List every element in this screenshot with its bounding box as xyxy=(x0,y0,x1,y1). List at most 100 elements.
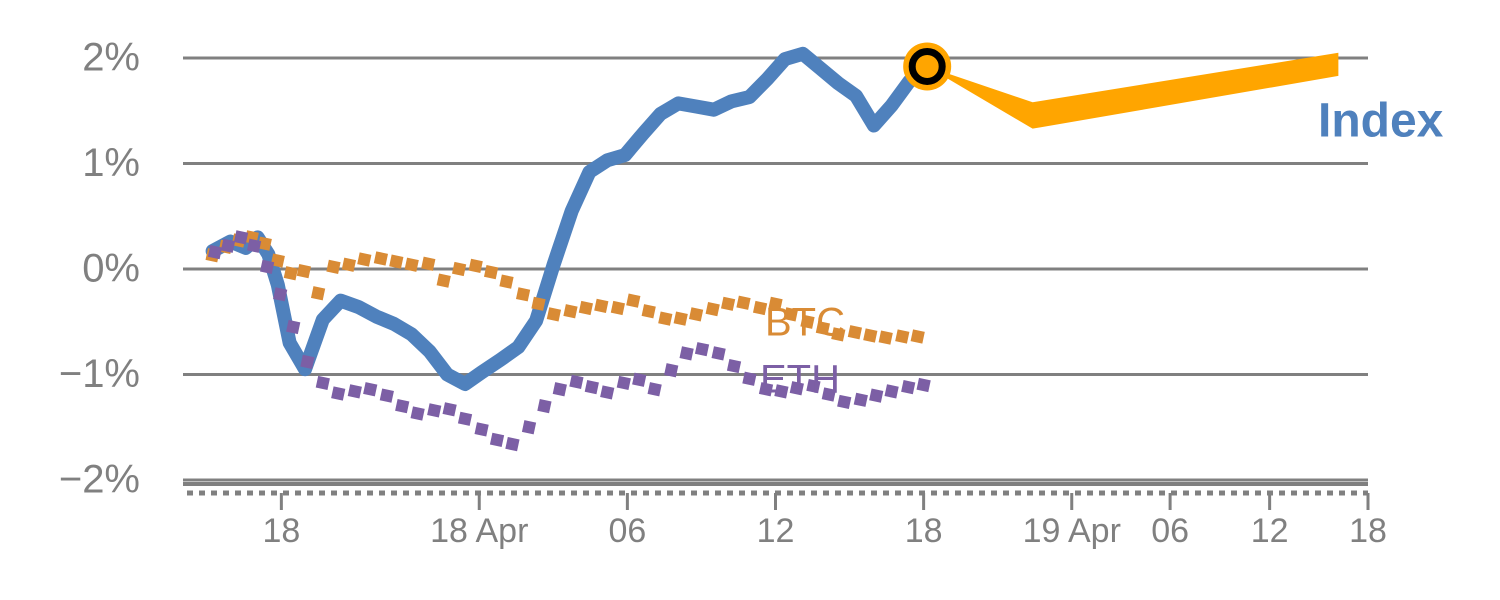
series-dot xyxy=(647,382,662,397)
series-dot xyxy=(315,375,330,391)
forecast-band-group xyxy=(912,51,1339,129)
series-dot xyxy=(537,399,552,414)
series-dots-eth xyxy=(207,230,931,452)
series-dot xyxy=(658,311,673,326)
series-dot xyxy=(457,411,473,426)
series-dot xyxy=(600,385,615,400)
series-dot xyxy=(451,261,467,277)
series-dot xyxy=(626,293,641,308)
series-dot xyxy=(768,296,783,311)
x-axis-labels-group: 18 18 Apr 06 12 18 19 Apr 06 12 18 xyxy=(262,512,1386,550)
y-axis-tick-label: 0% xyxy=(82,247,140,291)
series-dot xyxy=(260,259,275,275)
series-dot xyxy=(246,238,262,253)
series-dot xyxy=(207,245,223,260)
series-dot xyxy=(233,230,249,245)
x-axis-tick-label: 12 xyxy=(1251,512,1289,550)
series-label-index: Index xyxy=(1318,95,1444,148)
y-axis-tick-label: −1% xyxy=(59,352,140,396)
series-dot xyxy=(616,375,631,391)
series-dot xyxy=(326,259,341,275)
series-dot xyxy=(831,327,846,342)
series-dot xyxy=(916,377,931,393)
y-axis-labels-group: 2% 1% 0% −1% −2% xyxy=(59,36,140,502)
series-dot xyxy=(421,256,436,271)
series-dot xyxy=(347,384,362,399)
series-dot xyxy=(610,300,626,316)
series-dot xyxy=(821,387,836,402)
series-dot xyxy=(341,257,357,272)
series-dot xyxy=(373,251,389,266)
series-dot xyxy=(468,258,483,273)
forecast-band xyxy=(927,52,1339,129)
series-dot xyxy=(286,319,301,335)
series-dot xyxy=(395,399,410,414)
series-label-eth: ETH xyxy=(760,358,840,402)
series-dot xyxy=(331,386,346,401)
series-dot xyxy=(705,301,720,317)
series-dot xyxy=(310,286,326,301)
series-dot xyxy=(815,320,831,336)
series-line-index xyxy=(205,46,935,391)
y-axis-tick-label: −2% xyxy=(59,458,140,502)
series-dot xyxy=(505,437,520,452)
series-dot xyxy=(499,274,514,289)
series-dot xyxy=(641,304,656,319)
series-dot xyxy=(427,403,442,418)
series-dot xyxy=(273,287,288,302)
series-dot xyxy=(736,295,751,310)
series-dot xyxy=(379,388,394,403)
series-dot xyxy=(410,406,425,421)
series-dot xyxy=(257,236,272,251)
series-dot xyxy=(270,253,285,268)
series-dot xyxy=(436,273,451,288)
series-dot xyxy=(789,381,804,396)
series-dot xyxy=(853,392,868,407)
series-dot xyxy=(296,263,311,279)
series-group xyxy=(205,46,935,452)
series-dot xyxy=(474,422,489,437)
series-dot xyxy=(726,358,742,374)
series-labels-group: BTC ETH Index xyxy=(760,95,1444,402)
series-dot xyxy=(363,382,378,397)
series-dot xyxy=(863,328,878,343)
series-dot xyxy=(569,374,584,390)
series-dot xyxy=(489,432,505,448)
current-point-marker-group[interactable] xyxy=(903,42,952,91)
series-dot xyxy=(901,380,916,395)
series-dot xyxy=(673,311,688,326)
series-dot xyxy=(584,380,599,395)
x-axis-tick-label: 06 xyxy=(608,512,646,550)
series-dot xyxy=(694,342,710,357)
series-dot xyxy=(578,300,594,316)
series-dot xyxy=(806,378,821,394)
series-dot xyxy=(878,330,893,345)
series-dot xyxy=(679,346,694,361)
gridlines-group xyxy=(183,56,1368,482)
series-dot xyxy=(910,329,925,344)
series-dot xyxy=(283,266,298,281)
series-dot xyxy=(521,420,537,435)
series-dot xyxy=(837,394,852,410)
x-axis-tick-label: 06 xyxy=(1151,512,1189,550)
series-dot xyxy=(758,382,774,397)
series-dot xyxy=(357,252,372,267)
current-point-marker-ring[interactable] xyxy=(908,47,946,85)
series-dot xyxy=(300,354,315,369)
series-dot xyxy=(404,257,419,272)
x-axis-tick-label: 18 Apr xyxy=(430,512,528,550)
series-dot xyxy=(632,372,647,387)
series-dot xyxy=(742,371,757,386)
x-axis-tick-label: 12 xyxy=(757,512,795,550)
x-axis-tick-label: 18 xyxy=(905,512,943,550)
series-dot xyxy=(546,307,562,322)
x-axis-tick-label: 18 xyxy=(262,512,300,550)
series-dot xyxy=(594,298,609,314)
series-dot xyxy=(563,304,578,319)
x-axis-group xyxy=(183,482,1370,510)
series-dot xyxy=(664,363,679,378)
series-dot xyxy=(847,325,863,340)
series-dot xyxy=(711,346,726,361)
series-dot xyxy=(483,265,499,280)
